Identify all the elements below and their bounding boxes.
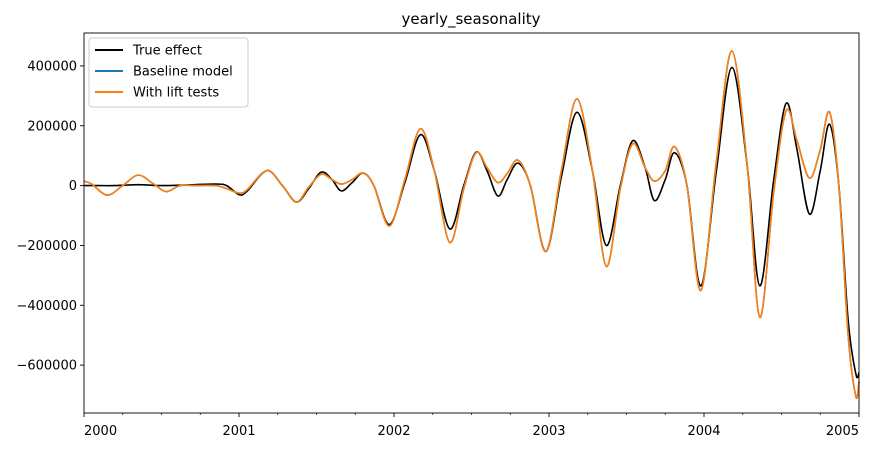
y-tick-label: −400000 <box>16 299 77 314</box>
series-layer <box>83 50 860 400</box>
y-tick-label: 200000 <box>27 119 77 134</box>
x-tick-label: 2000 <box>84 424 117 439</box>
x-tick-label: 2001 <box>222 424 255 439</box>
x-tick-label: 2004 <box>687 424 720 439</box>
legend-label-true-effect: True effect <box>132 44 202 59</box>
series-line-with-lift-tests <box>83 50 860 400</box>
chart-title: yearly_seasonality <box>401 10 540 29</box>
legend-label-with-lift-tests: With lift tests <box>133 86 219 101</box>
y-tick-label: −600000 <box>16 359 77 374</box>
legend-box <box>88 37 249 108</box>
x-tick-label: 2005 <box>826 424 859 439</box>
x-tick-label: 2002 <box>377 424 410 439</box>
y-tick-label: 0 <box>69 179 77 194</box>
legend-label-baseline-model: Baseline model <box>133 65 233 80</box>
legend: True effect Baseline model With lift tests <box>88 37 249 108</box>
axes-layer: 400000 200000 0 −200000 −400000 −600000 2000 20… <box>16 32 860 439</box>
y-tick-label: −200000 <box>16 239 77 254</box>
y-tick-label: 400000 <box>27 59 77 74</box>
x-tick-label: 2003 <box>532 424 565 439</box>
